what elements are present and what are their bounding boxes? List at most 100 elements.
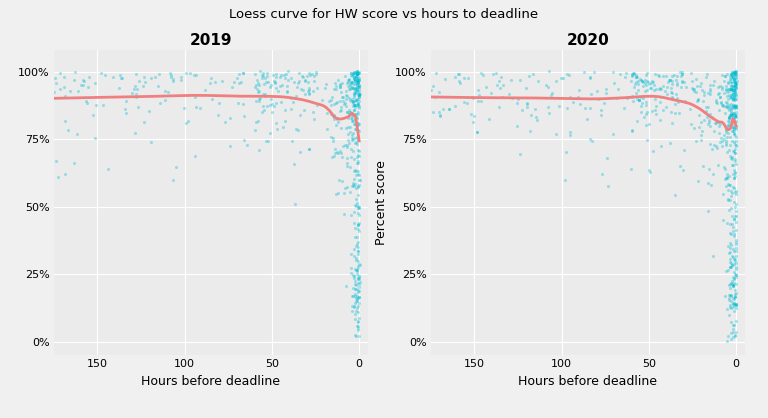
Point bbox=[729, 72, 741, 79]
Point bbox=[641, 122, 653, 129]
Point bbox=[337, 143, 349, 150]
Point bbox=[351, 71, 363, 77]
Point bbox=[334, 82, 346, 88]
Point bbox=[353, 147, 365, 154]
Point bbox=[729, 204, 741, 211]
Point bbox=[351, 71, 363, 78]
Point bbox=[352, 287, 364, 293]
Point bbox=[353, 77, 365, 84]
Point bbox=[657, 72, 670, 79]
Point bbox=[665, 90, 677, 97]
Point bbox=[321, 125, 333, 132]
Point bbox=[249, 71, 261, 77]
Point bbox=[730, 252, 742, 259]
Point bbox=[729, 140, 741, 147]
Point bbox=[296, 74, 309, 81]
Point bbox=[433, 112, 445, 119]
Point bbox=[727, 147, 739, 154]
Point bbox=[353, 333, 365, 339]
Point bbox=[728, 110, 740, 117]
Point bbox=[564, 131, 576, 138]
Point bbox=[721, 174, 733, 181]
Point bbox=[351, 160, 363, 167]
Point bbox=[477, 71, 489, 78]
Point bbox=[352, 80, 364, 87]
Point bbox=[346, 78, 358, 85]
Point bbox=[730, 301, 742, 308]
Point bbox=[330, 148, 343, 155]
Point bbox=[347, 75, 359, 82]
Point bbox=[730, 260, 743, 266]
Point bbox=[206, 96, 218, 103]
Point bbox=[703, 117, 715, 124]
Point bbox=[727, 246, 739, 252]
Point bbox=[648, 82, 660, 88]
Point bbox=[720, 140, 733, 147]
Point bbox=[730, 237, 743, 244]
Point bbox=[349, 78, 361, 84]
Point bbox=[348, 220, 360, 227]
Point bbox=[728, 76, 740, 83]
Point bbox=[578, 69, 590, 76]
Point bbox=[339, 125, 352, 132]
Point bbox=[270, 74, 283, 81]
Point bbox=[352, 192, 364, 199]
Point bbox=[725, 280, 737, 286]
Point bbox=[350, 168, 362, 174]
Point bbox=[342, 83, 354, 90]
Point bbox=[541, 84, 554, 90]
Point bbox=[718, 77, 730, 84]
Point bbox=[557, 74, 569, 81]
Point bbox=[729, 301, 741, 307]
Point bbox=[730, 102, 742, 109]
Point bbox=[685, 121, 697, 127]
Point bbox=[726, 112, 738, 119]
Point bbox=[725, 260, 737, 267]
Point bbox=[349, 333, 362, 339]
Point bbox=[344, 123, 356, 130]
Point bbox=[710, 143, 723, 149]
Point bbox=[353, 92, 365, 99]
Point bbox=[730, 191, 742, 198]
Point bbox=[349, 81, 361, 87]
Point bbox=[727, 223, 739, 230]
Point bbox=[726, 262, 738, 269]
Point bbox=[80, 98, 92, 104]
Point bbox=[718, 131, 730, 138]
Point bbox=[727, 87, 739, 94]
Point bbox=[521, 104, 533, 111]
Point bbox=[730, 132, 742, 138]
Point bbox=[667, 71, 680, 78]
Point bbox=[640, 110, 652, 117]
Point bbox=[530, 114, 542, 120]
Point bbox=[137, 83, 149, 89]
Point bbox=[343, 79, 355, 86]
Point bbox=[345, 212, 357, 219]
Point bbox=[114, 71, 126, 78]
Point bbox=[730, 95, 742, 102]
Point bbox=[647, 87, 660, 94]
Point bbox=[71, 87, 84, 94]
Point bbox=[328, 115, 340, 122]
Point bbox=[292, 79, 304, 86]
Point bbox=[351, 71, 363, 78]
Point bbox=[723, 312, 735, 319]
Point bbox=[349, 69, 362, 76]
Point bbox=[636, 77, 648, 84]
Point bbox=[353, 84, 365, 91]
Point bbox=[721, 306, 733, 312]
Point bbox=[87, 112, 99, 118]
Point bbox=[299, 78, 311, 85]
Point bbox=[472, 97, 484, 104]
Point bbox=[676, 69, 688, 76]
Point bbox=[352, 327, 364, 334]
Point bbox=[349, 121, 362, 127]
Point bbox=[345, 264, 357, 271]
Point bbox=[725, 293, 737, 300]
Point bbox=[707, 145, 719, 152]
Point bbox=[727, 104, 739, 110]
Point bbox=[704, 86, 717, 92]
Point bbox=[697, 97, 710, 104]
Point bbox=[729, 103, 741, 110]
Point bbox=[349, 87, 361, 94]
